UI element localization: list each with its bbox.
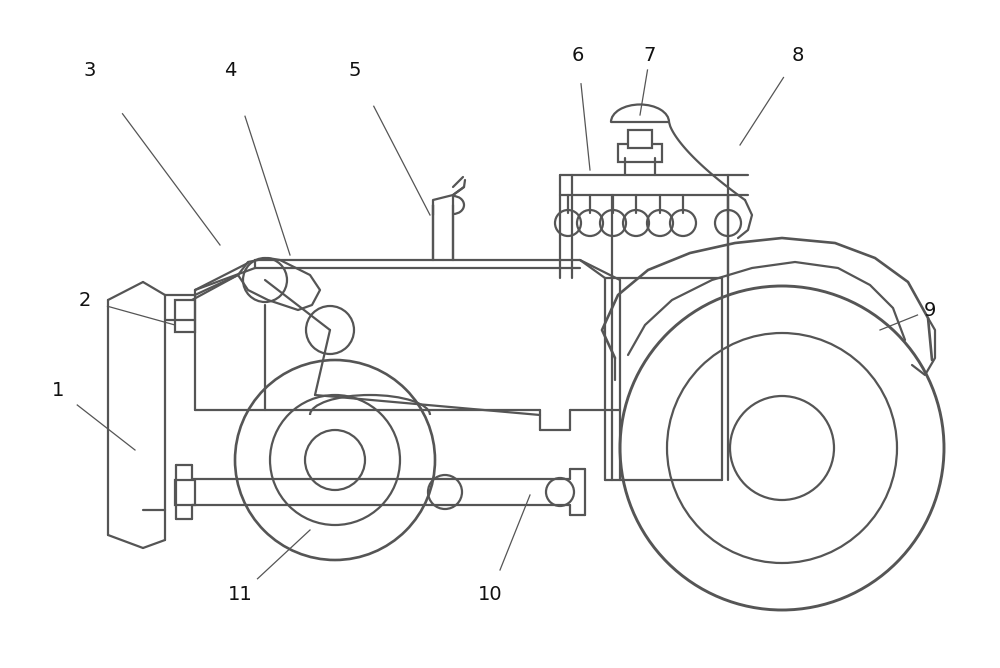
- Bar: [175, 480, 195, 505]
- Text: 5: 5: [349, 61, 361, 79]
- Bar: [618, 144, 662, 162]
- Text: 8: 8: [792, 45, 804, 65]
- Bar: [628, 130, 652, 148]
- Text: 3: 3: [84, 61, 96, 79]
- Text: 9: 9: [924, 301, 936, 319]
- Text: 2: 2: [79, 291, 91, 309]
- Text: 7: 7: [644, 45, 656, 65]
- Text: 4: 4: [224, 61, 236, 79]
- Text: 11: 11: [228, 585, 252, 605]
- Text: 6: 6: [572, 45, 584, 65]
- Text: 10: 10: [478, 585, 502, 605]
- Text: 1: 1: [52, 381, 64, 399]
- Bar: [175, 300, 195, 332]
